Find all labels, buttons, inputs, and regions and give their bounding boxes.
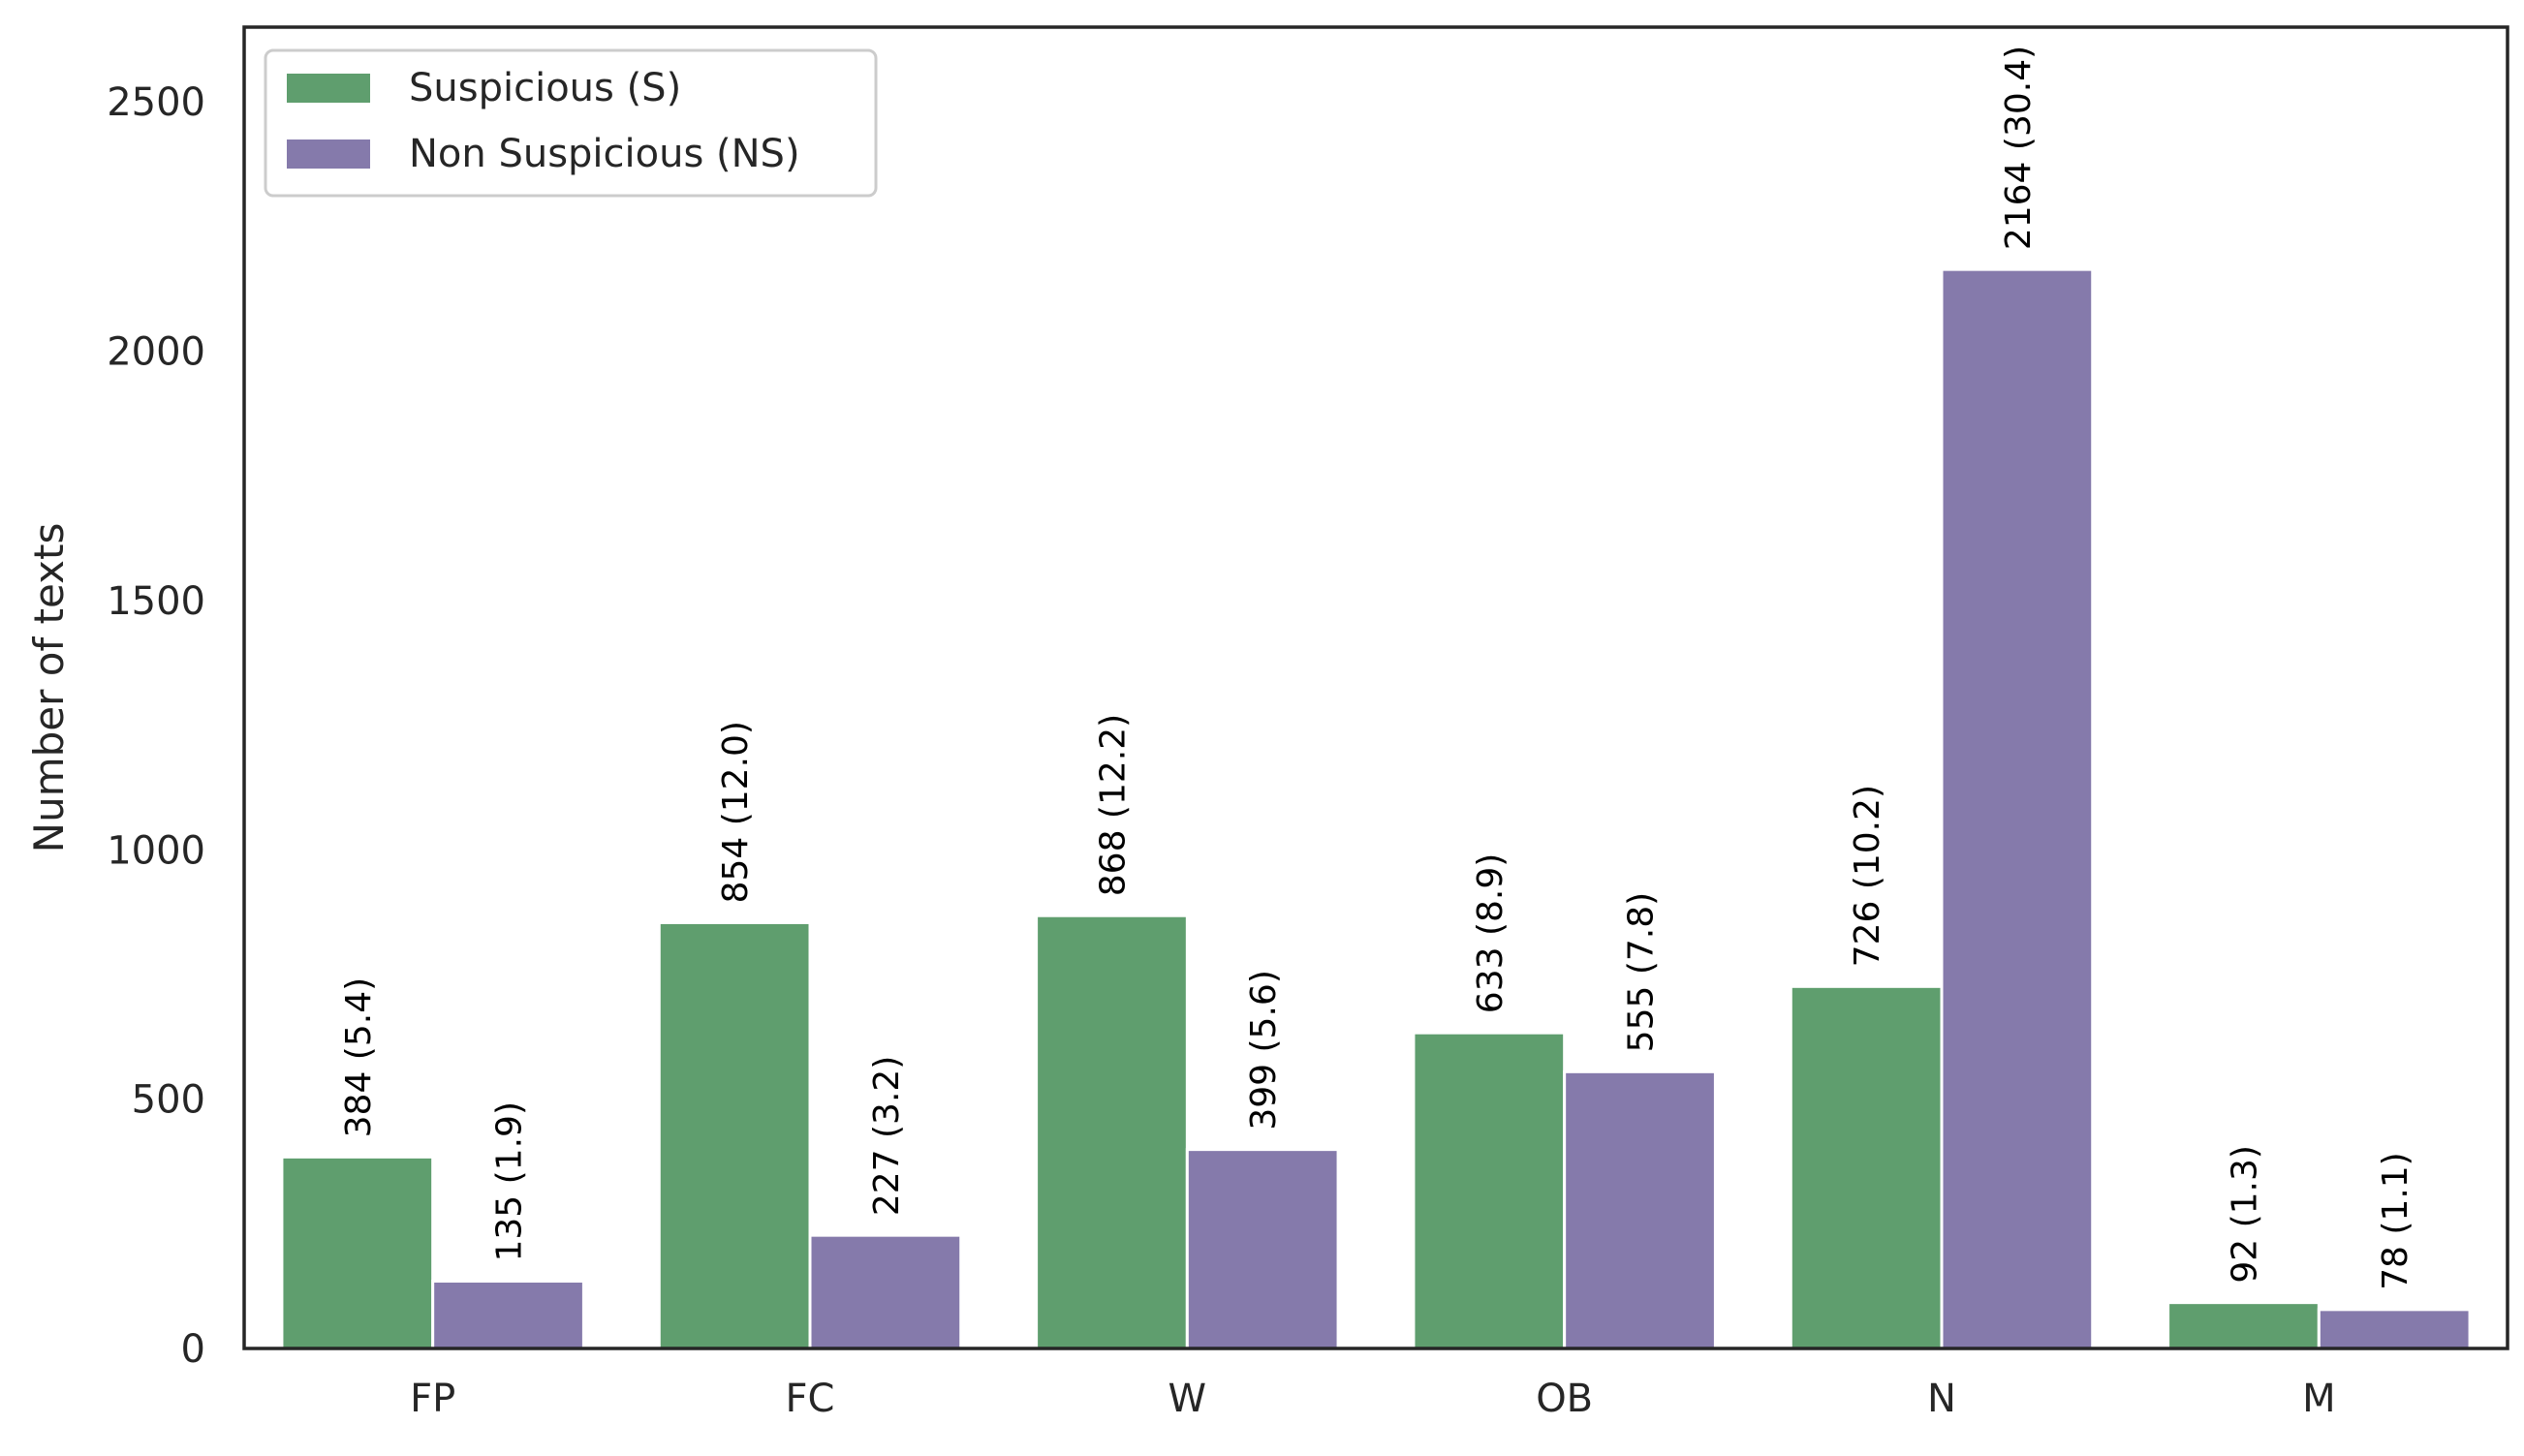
bars-group bbox=[280, 267, 2472, 1350]
bar-value-label: 135 (1.9) bbox=[490, 1101, 530, 1262]
legend: Suspicious (S) Non Suspicious (NS) bbox=[264, 48, 878, 198]
y-tick-label: 1500 bbox=[107, 579, 205, 624]
bar-suspicious-w bbox=[1035, 914, 1189, 1350]
y-axis-title: Number of texts bbox=[25, 523, 73, 853]
y-tick-label: 500 bbox=[132, 1078, 205, 1123]
bar-value-label: 227 (3.2) bbox=[867, 1056, 907, 1217]
bar-value-label: 854 (12.0) bbox=[716, 721, 756, 903]
legend-label: Suspicious (S) bbox=[409, 66, 681, 110]
plot-frame bbox=[242, 25, 2509, 1350]
y-tick-label: 0 bbox=[181, 1327, 205, 1372]
legend-swatch bbox=[287, 139, 370, 169]
x-tick-label: FC bbox=[786, 1377, 835, 1421]
legend-label: Non Suspicious (NS) bbox=[409, 132, 800, 176]
bar-suspicious-fp bbox=[280, 1155, 435, 1350]
x-tick-label: M bbox=[2302, 1377, 2336, 1421]
legend-swatch bbox=[287, 74, 370, 103]
x-tick-label: W bbox=[1169, 1377, 1207, 1421]
bar-suspicious-ob bbox=[1412, 1031, 1567, 1350]
bar-non-suspicious-ob bbox=[1563, 1069, 1717, 1350]
x-tick-label: FP bbox=[410, 1377, 455, 1421]
bar-value-label: 399 (5.6) bbox=[1244, 970, 1284, 1131]
bar-non-suspicious-m bbox=[2317, 1308, 2472, 1350]
x-axis-ticks: FP FC W OB N M bbox=[410, 1377, 2335, 1421]
y-tick-label: 2500 bbox=[107, 80, 205, 125]
bar-value-label: 726 (10.2) bbox=[1848, 785, 1887, 967]
bar-value-label: 384 (5.4) bbox=[339, 977, 379, 1138]
y-tick-label: 2000 bbox=[107, 330, 205, 375]
bar-non-suspicious-n bbox=[1940, 267, 2095, 1350]
bar-non-suspicious-fp bbox=[431, 1280, 585, 1350]
bar-suspicious-n bbox=[1789, 984, 1944, 1350]
bar-value-label: 2164 (30.4) bbox=[1999, 46, 2039, 250]
bar-value-label: 555 (7.8) bbox=[1622, 892, 1662, 1053]
x-tick-label: N bbox=[1927, 1377, 1956, 1421]
bar-non-suspicious-fc bbox=[808, 1233, 963, 1350]
y-tick-label: 1000 bbox=[107, 828, 205, 873]
x-tick-label: OB bbox=[1536, 1377, 1593, 1421]
bar-suspicious-m bbox=[2166, 1301, 2321, 1350]
bar-value-label: 78 (1.1) bbox=[2376, 1152, 2415, 1290]
legend-frame bbox=[264, 48, 878, 198]
bar-value-label: 92 (1.3) bbox=[2225, 1145, 2264, 1284]
bar-labels-group: 384 (5.4) 135 (1.9) 854 (12.0) 227 (3.2) 868… bbox=[339, 46, 2415, 1290]
bar-value-label: 868 (12.2) bbox=[1093, 714, 1133, 896]
bar-value-label: 633 (8.9) bbox=[1471, 853, 1511, 1014]
y-axis-ticks: 0 500 1000 1500 2000 2500 bbox=[107, 80, 205, 1372]
bar-non-suspicious-w bbox=[1185, 1148, 1340, 1350]
bar-suspicious-fc bbox=[657, 920, 812, 1350]
